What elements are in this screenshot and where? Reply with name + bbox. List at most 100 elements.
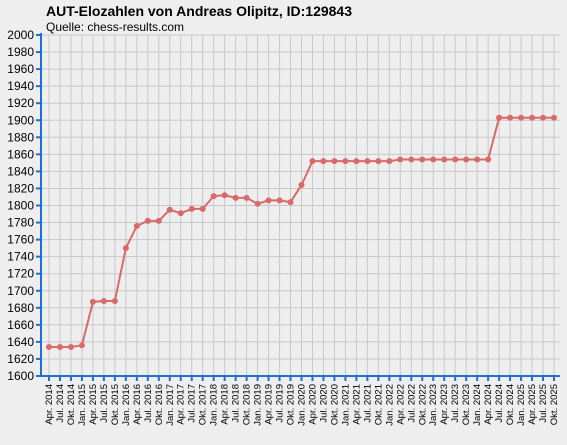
y-tick-label: 1680: [7, 301, 34, 315]
data-point: [430, 156, 437, 163]
data-point: [496, 114, 503, 121]
x-tick-label: Apr. 2022: [395, 384, 406, 425]
y-tick-label: 1800: [7, 199, 34, 213]
data-point: [188, 205, 195, 212]
data-point: [287, 199, 294, 206]
x-tick-label: Apr. 2025: [527, 384, 538, 425]
x-tick-label: Jul. 2017: [187, 384, 198, 423]
data-point: [276, 197, 283, 204]
x-tick-label: Jul. 2023: [450, 384, 461, 423]
x-tick-label: Okt. 2014: [66, 384, 77, 425]
data-point: [463, 156, 470, 163]
x-tick-label: Jan. 2016: [121, 384, 132, 426]
data-point: [221, 192, 228, 199]
x-tick-label: Jul. 2024: [494, 384, 505, 423]
x-tick-label: Apr. 2021: [351, 384, 362, 425]
x-tick-label: Okt. 2023: [461, 384, 472, 425]
data-point: [111, 297, 118, 304]
x-tick-label: Apr. 2016: [132, 384, 143, 425]
data-point: [177, 210, 184, 217]
y-tick-label: 1980: [7, 45, 34, 59]
data-point: [155, 217, 162, 224]
x-tick-label: Jul. 2021: [362, 384, 373, 423]
data-point: [353, 158, 360, 165]
data-point: [122, 245, 129, 252]
data-point: [100, 297, 107, 304]
data-point: [397, 156, 404, 163]
data-point: [166, 206, 173, 213]
x-tick-label: Apr. 2019: [264, 384, 275, 425]
x-tick-label: Jan. 2023: [428, 384, 439, 426]
y-tick-label: 1660: [7, 318, 34, 332]
y-tick-label: 1700: [7, 284, 34, 298]
data-point: [342, 158, 349, 165]
data-point: [364, 158, 371, 165]
x-tick-label: Jul. 2016: [143, 384, 154, 423]
data-point: [89, 298, 96, 305]
data-point: [441, 156, 448, 163]
x-tick-label: Apr. 2017: [176, 384, 187, 425]
y-tick-label: 1880: [7, 130, 34, 144]
data-point: [298, 182, 305, 189]
x-tick-label: Apr. 2023: [439, 384, 450, 425]
y-tick-label: 1620: [7, 352, 34, 366]
x-tick-label: Okt. 2020: [329, 384, 340, 425]
y-tick-label: 1720: [7, 267, 34, 281]
data-point: [232, 194, 239, 201]
x-tick-label: Jul. 2020: [318, 384, 329, 423]
x-tick-label: Okt. 2025: [549, 384, 560, 425]
data-point: [540, 114, 547, 121]
y-tick-label: 1900: [7, 113, 34, 127]
y-tick-label: 1820: [7, 181, 34, 195]
x-tick-label: Apr. 2024: [483, 384, 494, 425]
y-tick-label: 1780: [7, 216, 34, 230]
data-point: [452, 156, 459, 163]
data-point: [56, 344, 63, 351]
chart-title: AUT-Elozahlen von Andreas Olipitz, ID:12…: [46, 3, 352, 19]
x-tick-label: Jul. 2022: [406, 384, 417, 423]
y-tick-label: 1740: [7, 250, 34, 264]
data-point: [144, 217, 151, 224]
y-tick-label: 1960: [7, 62, 34, 76]
data-point: [199, 205, 206, 212]
data-point: [133, 222, 140, 229]
x-tick-label: Okt. 2019: [286, 384, 297, 425]
x-tick-label: Jan. 2018: [209, 384, 220, 426]
data-point: [265, 197, 272, 204]
x-tick-label: Okt. 2016: [154, 384, 165, 425]
data-point: [46, 344, 52, 351]
data-point: [254, 200, 261, 207]
y-tick-label: 1940: [7, 79, 34, 93]
data-point: [210, 193, 217, 200]
y-tick-label: 1760: [7, 233, 34, 247]
data-point: [474, 156, 481, 163]
x-tick-label: Jan. 2015: [77, 384, 88, 426]
x-tick-label: Jul. 2015: [99, 384, 110, 423]
x-tick-label: Jan. 2021: [340, 384, 351, 426]
x-tick-label: Jan. 2022: [384, 384, 395, 426]
data-point: [529, 114, 536, 121]
y-tick-label: 1920: [7, 96, 34, 110]
y-tick-label: 1640: [7, 335, 34, 349]
data-point: [507, 114, 514, 121]
x-tick-label: Jan. 2020: [297, 384, 308, 426]
data-point: [243, 194, 250, 201]
x-tick-label: Okt. 2022: [417, 384, 428, 425]
x-tick-label: Okt. 2017: [198, 384, 209, 425]
x-tick-label: Jan. 2025: [516, 384, 527, 426]
data-point: [551, 114, 557, 121]
x-tick-label: Jan. 2017: [165, 384, 176, 426]
data-point: [331, 158, 338, 165]
x-tick-label: Okt. 2021: [373, 384, 384, 425]
x-tick-label: Apr. 2015: [88, 384, 99, 425]
x-tick-label: Jul. 2014: [55, 384, 66, 423]
data-point: [518, 114, 525, 121]
x-tick-label: Okt. 2024: [505, 384, 516, 425]
y-tick-label: 2000: [7, 28, 34, 42]
data-point: [485, 156, 492, 163]
x-tick-label: Okt. 2015: [110, 384, 121, 425]
x-tick-label: Apr. 2018: [220, 384, 231, 425]
x-tick-label: Okt. 2018: [242, 384, 253, 425]
